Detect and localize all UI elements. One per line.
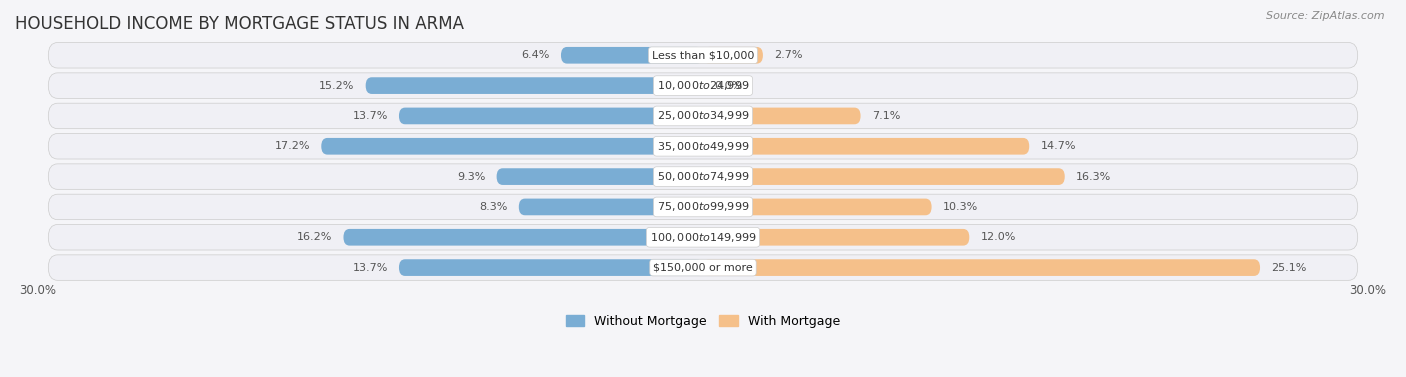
Text: 13.7%: 13.7%: [353, 263, 388, 273]
Legend: Without Mortgage, With Mortgage: Without Mortgage, With Mortgage: [561, 310, 845, 333]
FancyBboxPatch shape: [519, 199, 703, 215]
FancyBboxPatch shape: [703, 138, 1029, 155]
Text: 17.2%: 17.2%: [274, 141, 311, 151]
Text: 10.3%: 10.3%: [942, 202, 979, 212]
Text: 6.4%: 6.4%: [522, 50, 550, 60]
Text: 15.2%: 15.2%: [319, 81, 354, 90]
Text: $50,000 to $74,999: $50,000 to $74,999: [657, 170, 749, 183]
FancyBboxPatch shape: [703, 199, 932, 215]
Text: 30.0%: 30.0%: [1350, 284, 1386, 297]
Text: 25.1%: 25.1%: [1271, 263, 1306, 273]
FancyBboxPatch shape: [703, 168, 1064, 185]
Text: 30.0%: 30.0%: [20, 284, 56, 297]
Text: Less than $10,000: Less than $10,000: [652, 50, 754, 60]
Text: 13.7%: 13.7%: [353, 111, 388, 121]
Text: 16.2%: 16.2%: [297, 232, 332, 242]
Text: 8.3%: 8.3%: [479, 202, 508, 212]
FancyBboxPatch shape: [48, 194, 1358, 220]
Text: $150,000 or more: $150,000 or more: [654, 263, 752, 273]
Text: 0.0%: 0.0%: [714, 81, 742, 90]
FancyBboxPatch shape: [48, 73, 1358, 98]
Text: 16.3%: 16.3%: [1076, 172, 1111, 182]
Text: $100,000 to $149,999: $100,000 to $149,999: [650, 231, 756, 244]
FancyBboxPatch shape: [399, 107, 703, 124]
Text: Source: ZipAtlas.com: Source: ZipAtlas.com: [1267, 11, 1385, 21]
FancyBboxPatch shape: [703, 107, 860, 124]
Text: $35,000 to $49,999: $35,000 to $49,999: [657, 140, 749, 153]
FancyBboxPatch shape: [48, 255, 1358, 280]
Text: 12.0%: 12.0%: [980, 232, 1015, 242]
Text: 9.3%: 9.3%: [457, 172, 485, 182]
FancyBboxPatch shape: [48, 103, 1358, 129]
Text: 2.7%: 2.7%: [775, 50, 803, 60]
FancyBboxPatch shape: [399, 259, 703, 276]
FancyBboxPatch shape: [496, 168, 703, 185]
FancyBboxPatch shape: [343, 229, 703, 245]
FancyBboxPatch shape: [561, 47, 703, 64]
Text: 7.1%: 7.1%: [872, 111, 900, 121]
FancyBboxPatch shape: [48, 133, 1358, 159]
FancyBboxPatch shape: [48, 164, 1358, 189]
FancyBboxPatch shape: [703, 259, 1260, 276]
Text: $10,000 to $24,999: $10,000 to $24,999: [657, 79, 749, 92]
FancyBboxPatch shape: [48, 225, 1358, 250]
FancyBboxPatch shape: [366, 77, 703, 94]
Text: HOUSEHOLD INCOME BY MORTGAGE STATUS IN ARMA: HOUSEHOLD INCOME BY MORTGAGE STATUS IN A…: [15, 15, 464, 33]
FancyBboxPatch shape: [703, 229, 969, 245]
FancyBboxPatch shape: [48, 43, 1358, 68]
Text: $75,000 to $99,999: $75,000 to $99,999: [657, 201, 749, 213]
Text: $25,000 to $34,999: $25,000 to $34,999: [657, 109, 749, 123]
FancyBboxPatch shape: [703, 47, 763, 64]
Text: 14.7%: 14.7%: [1040, 141, 1076, 151]
FancyBboxPatch shape: [321, 138, 703, 155]
